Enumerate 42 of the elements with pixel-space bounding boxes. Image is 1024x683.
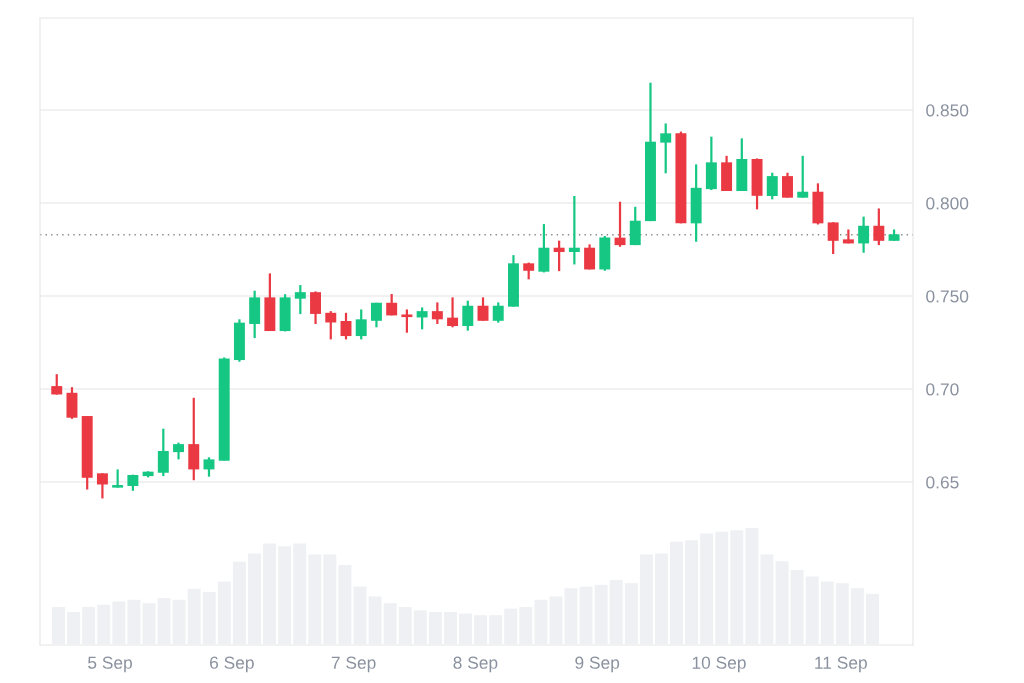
candlestick [492,301,504,324]
candlestick [157,427,169,478]
x-tick-label: 11 Sep [815,656,867,673]
candlestick [584,243,596,271]
candlestick [310,290,322,326]
y-tick-label: 0.800 [926,197,969,210]
candlestick [462,299,474,332]
candlestick [858,215,870,254]
candlestick [538,222,550,274]
candlestick [112,468,124,489]
candlestick [568,194,580,266]
x-tick-label: 5 Sep [88,656,132,673]
candlestick [614,200,626,248]
candlestick [294,283,306,316]
candlestick [355,308,367,341]
candlestick [325,310,337,341]
y-tick-label: 0.850 [926,104,969,117]
candlestick [766,171,778,201]
candlestick [827,221,839,256]
candlestick [416,306,428,331]
candlestick [782,171,793,199]
candlestick [340,311,352,341]
candlestick [797,154,809,199]
candlestick [96,472,108,500]
x-tick-label: 8 Sep [453,656,498,673]
candlestick [873,207,885,247]
x-tick-label: 9 Sep [575,656,620,673]
x-tick-label: 7 Sep [331,656,376,673]
candlestick [447,296,459,329]
y-tick-label: 0.70 [926,383,959,396]
candlestick [553,239,565,273]
x-tick-label: 6 Sep [210,656,254,673]
y-tick-label: 0.65 [926,476,959,489]
candlestick [477,296,489,322]
candlestick [660,122,672,175]
candlestick [203,456,215,478]
x-tick-label: 10 Sep [692,656,746,673]
candlestick [51,373,63,396]
candlestick [370,301,382,329]
candlestick [401,308,413,334]
candlestick [431,301,443,326]
y-tick-label: 0.750 [926,290,969,303]
